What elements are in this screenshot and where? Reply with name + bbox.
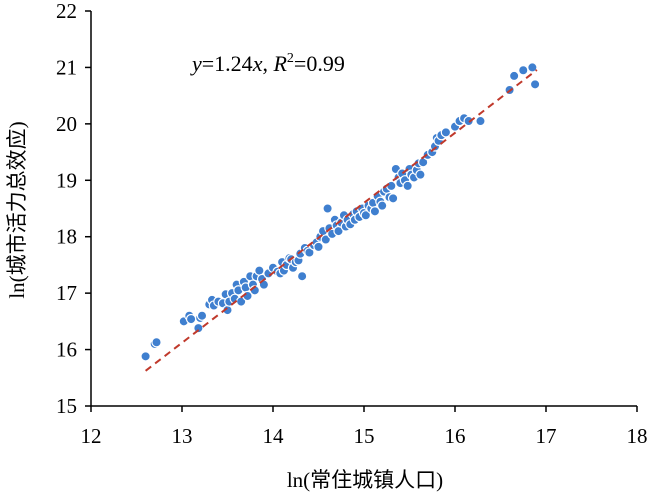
fit-line — [144, 69, 538, 372]
fit-equation: y=1.24x, R2=0.99 — [190, 51, 345, 76]
y-tick-label: 16 — [56, 338, 77, 362]
eq-y-var: y — [190, 51, 202, 76]
y-tick-label: 22 — [56, 0, 77, 23]
y-axis-title: ln(城市活力总效应) — [5, 121, 29, 298]
data-point — [387, 193, 399, 204]
data-point — [196, 310, 208, 321]
data-point — [527, 62, 538, 73]
x-tick-label: 16 — [445, 424, 466, 448]
data-point — [415, 169, 426, 180]
data-point — [518, 65, 529, 76]
data-point — [151, 337, 162, 348]
eq-coef: =1.24 — [202, 51, 253, 76]
data-point — [369, 206, 381, 217]
eq-r-var: R — [272, 51, 287, 76]
x-tick-label: 12 — [81, 424, 102, 448]
x-axis-title: ln(常住城镇人口) — [287, 468, 443, 492]
y-tick-label: 17 — [56, 281, 77, 305]
x-tick-label: 14 — [263, 424, 285, 448]
data-point — [475, 115, 486, 127]
y-tick-label: 18 — [56, 225, 77, 249]
y-tick-label: 20 — [56, 112, 77, 136]
y-tick-label: 19 — [56, 168, 77, 192]
ticks: 12 13 14 15 16 17 18 15 16 17 18 19 20 21 22 — [56, 0, 648, 448]
data-points — [140, 62, 541, 362]
y-tick-label: 15 — [56, 394, 77, 418]
eq-sep: , — [262, 51, 273, 76]
x-tick-label: 17 — [536, 424, 557, 448]
data-point — [377, 200, 388, 211]
data-point — [140, 351, 151, 362]
data-point — [296, 271, 308, 282]
data-point — [185, 313, 197, 325]
x-tick-label: 13 — [172, 424, 193, 448]
data-point — [360, 210, 372, 221]
eq-r-sup: 2 — [287, 51, 294, 66]
y-tick-label: 21 — [56, 55, 77, 79]
data-point — [463, 115, 474, 127]
x-tick-label: 18 — [627, 424, 648, 448]
data-point — [193, 322, 204, 334]
data-point — [254, 265, 265, 276]
x-tick-label: 15 — [354, 424, 375, 448]
data-point — [320, 234, 331, 245]
data-point — [529, 79, 541, 90]
data-point — [322, 203, 333, 214]
data-point — [402, 180, 413, 192]
data-point — [386, 180, 397, 192]
data-point — [313, 241, 324, 253]
data-point — [508, 70, 520, 82]
eq-r-val: =0.99 — [294, 51, 345, 76]
data-point — [440, 127, 452, 138]
eq-x-var: x — [252, 51, 263, 76]
data-point — [304, 247, 315, 258]
